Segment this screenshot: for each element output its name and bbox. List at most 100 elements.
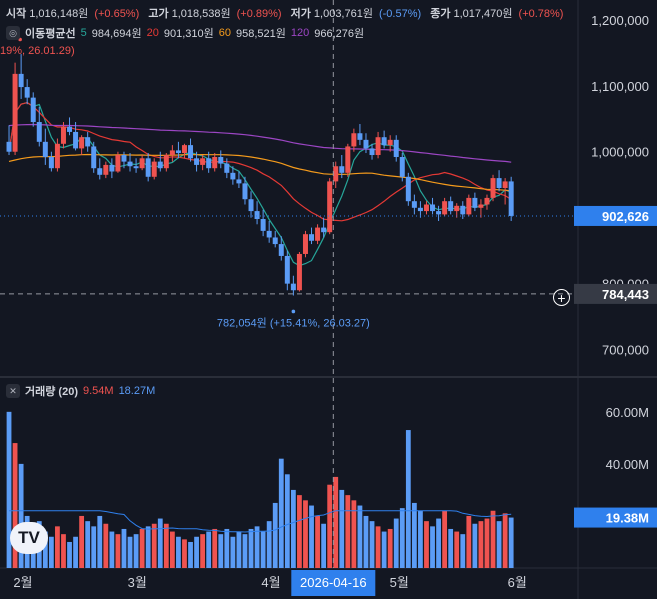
candle <box>448 196 454 215</box>
volume-bar <box>163 523 169 568</box>
candle-body <box>333 166 339 182</box>
time-tick-label: 4월 <box>261 575 280 590</box>
candle <box>381 130 387 149</box>
volume-value-1: 9.54M <box>82 385 114 397</box>
candle-body <box>302 234 308 254</box>
candle <box>423 201 429 215</box>
candle <box>139 155 145 171</box>
volume-bar <box>236 531 242 568</box>
candle <box>60 122 66 149</box>
volume-bar <box>272 502 278 568</box>
volume-bar <box>411 502 417 568</box>
candle <box>484 194 490 210</box>
volume-bar <box>339 489 345 568</box>
candle <box>478 199 484 218</box>
candle-body <box>181 145 187 154</box>
candle-body <box>448 201 454 212</box>
candle <box>278 236 284 261</box>
candle-body <box>423 204 429 212</box>
candle <box>115 151 121 173</box>
candle <box>121 151 127 169</box>
last-volume-tag <box>574 507 657 528</box>
candle <box>6 125 12 156</box>
candle <box>169 145 175 162</box>
candle-body <box>36 122 42 142</box>
candle-body <box>224 163 230 173</box>
candle <box>109 158 115 179</box>
candle-body <box>169 150 175 156</box>
candle <box>315 224 321 245</box>
volume-bar <box>67 541 72 568</box>
volume-bar <box>230 536 236 568</box>
time-tick-label: 6월 <box>508 575 527 590</box>
tradingview-logo-icon[interactable]: TV <box>10 522 48 554</box>
candle <box>417 201 423 218</box>
candle-body <box>272 237 278 245</box>
candle-body <box>478 204 484 208</box>
eye-icon[interactable]: ◎ <box>6 26 20 40</box>
candle <box>206 151 212 173</box>
candle-body <box>79 137 85 149</box>
time-tick-label: 5월 <box>390 575 409 590</box>
ma-5-value: 984,694원 <box>91 28 142 40</box>
candle <box>200 155 206 171</box>
volume-bar <box>242 534 248 568</box>
candle <box>181 143 187 159</box>
candle-body <box>375 137 381 156</box>
volume-bar <box>345 495 351 568</box>
crosshair-date-tag <box>291 570 376 596</box>
volume-value-2: 18.27M <box>118 385 156 397</box>
ma-5-period: 5 <box>80 27 87 39</box>
candle <box>133 158 139 173</box>
volume-bar <box>327 484 333 568</box>
candle <box>302 230 308 258</box>
price-tick-label: 700,000 <box>602 343 649 358</box>
low-label: 저가 <box>290 8 311 20</box>
volume-bar <box>127 536 133 568</box>
volume-bar <box>194 536 199 568</box>
candle-body <box>296 253 302 291</box>
candle-body <box>194 158 200 165</box>
candle-body <box>290 283 296 291</box>
volume-bar <box>212 528 218 568</box>
volume-bar <box>133 534 139 568</box>
candle <box>260 209 266 237</box>
candle-body <box>393 139 399 157</box>
candle-body <box>218 156 224 164</box>
add-plus-icon[interactable]: + <box>553 289 570 306</box>
ma-60-period: 60 <box>218 27 232 39</box>
ma-20-period: 20 <box>146 27 159 39</box>
open-value: 1,016,148원 <box>29 8 89 20</box>
volume-bar <box>85 521 91 568</box>
candle <box>127 153 133 172</box>
volume-bar <box>115 534 121 568</box>
candle-body <box>436 211 442 215</box>
volume-bar <box>6 411 12 568</box>
volume-bar <box>381 531 387 568</box>
candle <box>12 62 18 156</box>
candle <box>48 151 54 172</box>
price-tick-label: 1,200,000 <box>591 13 649 28</box>
candle <box>79 135 85 156</box>
candle-body <box>454 205 460 212</box>
close-icon[interactable]: ✕ <box>6 384 20 398</box>
last-volume-label: 19.38M <box>606 511 649 526</box>
volume-bar <box>418 510 423 568</box>
volume-bar <box>290 489 296 568</box>
volume-bar <box>466 515 472 568</box>
candle-body <box>12 73 18 152</box>
candle-body <box>496 178 502 188</box>
candle <box>345 143 351 177</box>
min-marker <box>291 309 296 314</box>
candle <box>91 141 97 173</box>
candle-body <box>327 181 333 233</box>
candle <box>242 176 248 205</box>
candle <box>436 205 442 221</box>
candle-body <box>357 133 363 140</box>
candle-body <box>387 139 393 146</box>
volume-bar <box>266 521 272 568</box>
volume-bar <box>442 510 448 568</box>
candle-body <box>42 141 48 157</box>
candle-body <box>484 197 490 205</box>
